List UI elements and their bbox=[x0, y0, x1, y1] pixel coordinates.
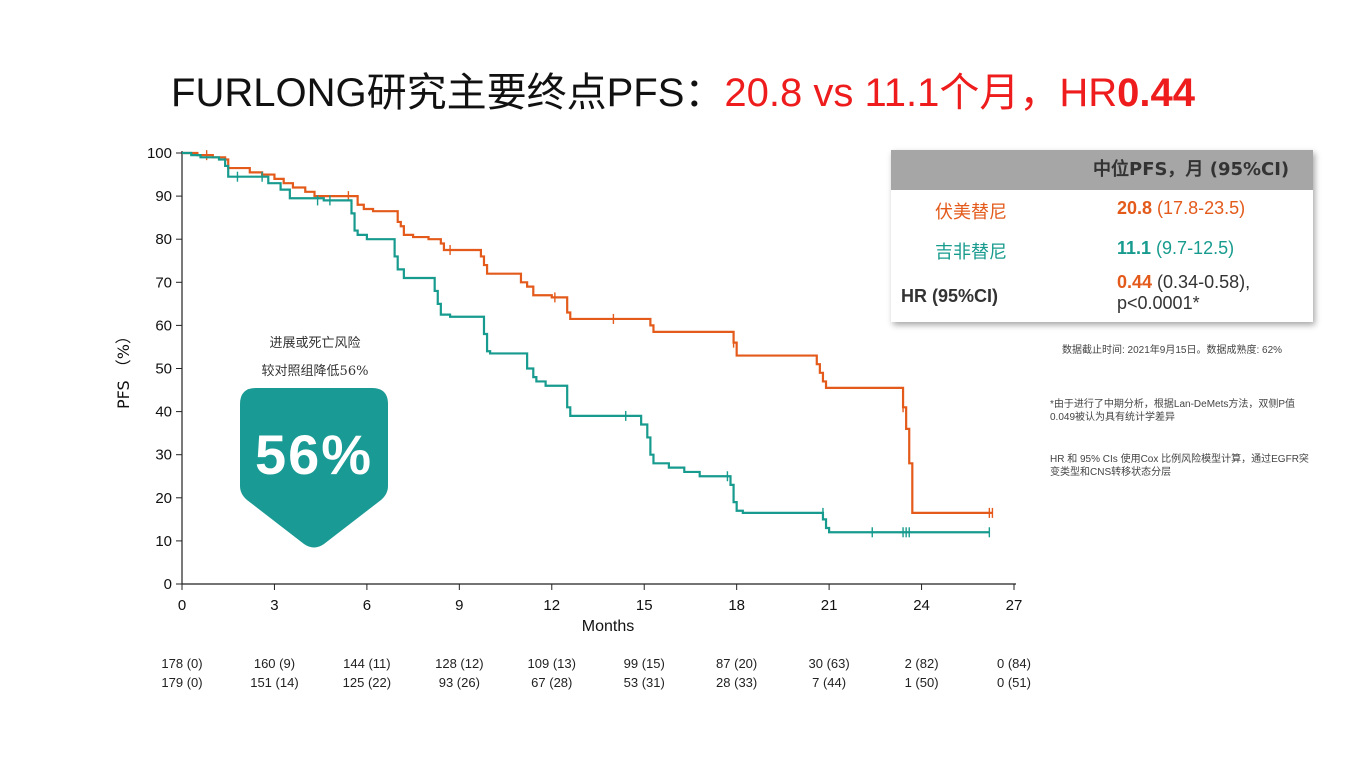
risk-count: 151 (14) bbox=[250, 675, 299, 690]
risk-table-row-furmonertinib: 178 (0) 160 (9) 144 (11) 128 (12) 109 (13) 99… bbox=[0, 656, 1100, 672]
risk-table-row-gefitinib: 179 (0) 151 (14) 125 (22) 93 (26) 67 (28) 53 … bbox=[0, 675, 1100, 691]
risk-count: 144 (11) bbox=[343, 656, 391, 671]
y-tick-label: 100 bbox=[147, 145, 172, 162]
row-value: 11.1 (9.7-12.5) bbox=[1117, 238, 1235, 258]
risk-count: 1 (50) bbox=[904, 675, 939, 690]
x-tick-label: 24 bbox=[913, 597, 930, 614]
y-tick-label: 0 bbox=[164, 576, 172, 593]
y-tick-label: 30 bbox=[155, 447, 172, 464]
risk-count: 7 (44) bbox=[812, 675, 847, 690]
x-tick-label: 21 bbox=[821, 597, 838, 614]
x-tick-label: 15 bbox=[636, 597, 653, 614]
badge-value: 56% bbox=[254, 423, 374, 486]
risk-reduction-badge bbox=[240, 388, 388, 548]
y-tick-label: 50 bbox=[155, 361, 172, 378]
risk-count: 0 (51) bbox=[997, 675, 1031, 690]
risk-count: 128 (12) bbox=[435, 656, 484, 671]
y-tick-label: 80 bbox=[155, 231, 172, 248]
footnote-lan-demets: *由于进行了中期分析，根据Lan-DeMets方法，双侧P值0.049被认为具有… bbox=[1050, 399, 1296, 423]
risk-count: 87 (20) bbox=[716, 656, 758, 671]
table-header: 中位PFS，月 (95%CI) bbox=[891, 150, 1313, 190]
title-hr-value: 0.44 bbox=[1117, 71, 1195, 115]
row-label: HR (95%CI) bbox=[901, 286, 999, 306]
risk-count: 125 (22) bbox=[342, 675, 392, 690]
risk-count: 28 (33) bbox=[716, 675, 758, 690]
page-title: FURLONG研究主要终点PFS：20.8 vs 11.1个月，HR0.44 bbox=[0, 60, 1366, 118]
risk-count: 53 (31) bbox=[623, 675, 665, 690]
y-tick-label: 60 bbox=[155, 317, 172, 334]
footnote-cox-model: HR 和 95% CIs 使用Cox 比例风险模型计算，通过EGFR突变类型和C… bbox=[1050, 454, 1309, 478]
risk-count: 178 (0) bbox=[161, 656, 203, 671]
km-curve-1 bbox=[182, 151, 990, 534]
risk-count: 160 (9) bbox=[253, 656, 296, 671]
data-cutoff-note: 数据截止时间: 2021年9月15日。数据成熟度: 62% bbox=[1062, 345, 1283, 356]
risk-count: 2 (82) bbox=[904, 656, 939, 671]
x-tick-label: 27 bbox=[1006, 597, 1023, 614]
row-value: 20.8 (17.8-23.5) bbox=[1117, 198, 1246, 218]
badge-line2: 较对照组降低56% bbox=[261, 364, 369, 379]
risk-count: 179 (0) bbox=[161, 675, 203, 690]
risk-count: 99 (15) bbox=[623, 656, 665, 671]
y-tick-label: 40 bbox=[155, 404, 172, 421]
x-tick-label: 0 bbox=[178, 597, 186, 614]
row-label: 伏美替尼 bbox=[935, 202, 1007, 223]
risk-count: 0 (84) bbox=[997, 656, 1031, 671]
median-pfs-table: 中位PFS，月 (95%CI) 伏美替尼 20.8 (17.8-23.5) 吉非… bbox=[891, 150, 1313, 322]
risk-count: 93 (26) bbox=[438, 675, 480, 690]
risk-count: 109 (13) bbox=[527, 656, 576, 671]
badge-line1: 进展或死亡风险 bbox=[269, 336, 361, 351]
x-tick-label: 9 bbox=[455, 597, 463, 614]
y-tick-label: 90 bbox=[155, 188, 172, 205]
x-axis-label: Months bbox=[582, 618, 634, 635]
title-pfs-values: 20.8 vs 11.1个月， bbox=[724, 71, 1060, 115]
risk-count: 67 (28) bbox=[531, 675, 573, 690]
y-tick-label: 10 bbox=[155, 533, 172, 550]
row-label: 吉非替尼 bbox=[935, 242, 1007, 263]
x-tick-label: 12 bbox=[543, 597, 560, 614]
y-tick-label: 20 bbox=[155, 490, 172, 507]
risk-count: 30 (63) bbox=[808, 656, 850, 671]
x-tick-label: 3 bbox=[270, 597, 278, 614]
x-tick-label: 18 bbox=[728, 597, 745, 614]
y-axis-label: PFS （%） bbox=[114, 328, 133, 409]
title-hr-label: HR bbox=[1059, 71, 1118, 115]
row-value: 0.44 (0.34-0.58), p<0.0001* bbox=[1117, 272, 1251, 313]
x-tick-label: 6 bbox=[363, 597, 371, 614]
title-prefix: FURLONG研究主要终点PFS： bbox=[171, 71, 725, 115]
km-curve-0 bbox=[182, 151, 993, 514]
y-tick-label: 70 bbox=[155, 274, 172, 291]
